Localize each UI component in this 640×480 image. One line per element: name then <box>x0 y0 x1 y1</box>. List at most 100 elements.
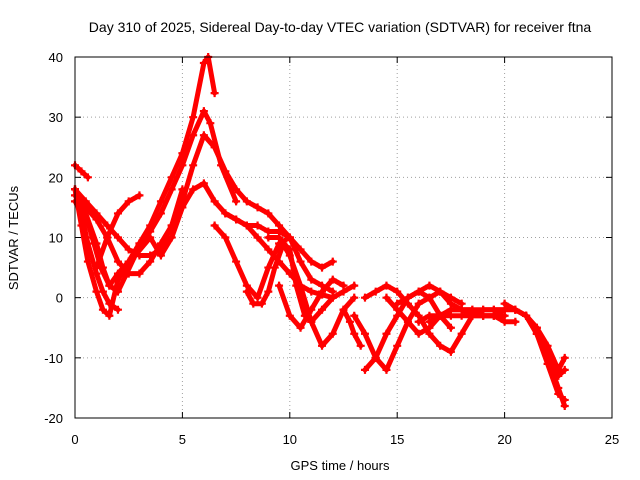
data-point <box>103 233 112 242</box>
data-point <box>345 317 354 326</box>
data-point <box>285 311 294 320</box>
data-point <box>532 329 541 338</box>
data-point <box>210 221 219 230</box>
data-point <box>178 185 187 194</box>
data-point <box>560 353 569 362</box>
data-point <box>77 167 86 176</box>
data-point <box>500 299 509 308</box>
data-point <box>403 293 412 302</box>
data-point <box>356 341 365 350</box>
data-point <box>328 329 337 338</box>
data-point <box>264 245 273 254</box>
data-point <box>318 287 327 296</box>
data-point <box>328 293 337 302</box>
data-point <box>307 257 316 266</box>
data-point <box>350 311 359 320</box>
data-point <box>371 287 380 296</box>
data-point <box>253 203 262 212</box>
data-point <box>113 257 122 266</box>
data-point <box>210 89 219 98</box>
data-point <box>189 131 198 140</box>
data-point <box>457 329 466 338</box>
series-pass-12 <box>264 233 359 350</box>
data-point <box>425 281 434 290</box>
series-pass-7 <box>92 191 144 272</box>
data-point <box>350 281 359 290</box>
data-point <box>146 251 155 260</box>
data-point <box>371 353 380 362</box>
data-point <box>135 251 144 260</box>
data-point <box>328 275 337 284</box>
data-point <box>98 287 107 296</box>
data-point <box>264 233 273 242</box>
data-point <box>554 365 563 374</box>
data-point <box>264 287 273 296</box>
series-pass-14 <box>339 305 365 350</box>
data-point <box>318 305 327 314</box>
data-point <box>113 209 122 218</box>
y-tick-label: -20 <box>44 411 63 426</box>
data-point <box>307 305 316 314</box>
data-point <box>436 287 445 296</box>
data-point <box>210 197 219 206</box>
data-point <box>328 257 337 266</box>
data-point <box>350 329 359 338</box>
data-point <box>189 161 198 170</box>
x-tick-label: 25 <box>605 432 619 447</box>
data-point <box>468 305 477 314</box>
y-tick-label: 40 <box>49 50 63 65</box>
x-tick-label: 15 <box>390 432 404 447</box>
data-point <box>339 305 348 314</box>
data-point <box>221 233 230 242</box>
data-point <box>360 293 369 302</box>
data-point <box>264 209 273 218</box>
data-point <box>296 323 305 332</box>
data-point <box>199 179 208 188</box>
data-point <box>105 311 114 320</box>
data-point <box>543 353 552 362</box>
x-tick-label: 10 <box>283 432 297 447</box>
data-point <box>189 185 198 194</box>
data-point <box>414 299 423 308</box>
data-point <box>156 245 165 254</box>
data-point <box>382 281 391 290</box>
data-point <box>242 197 251 206</box>
series-pass-2 <box>71 107 241 320</box>
data-point <box>253 233 262 242</box>
series-line <box>341 307 364 349</box>
data-point <box>511 317 520 326</box>
data-point <box>296 245 305 254</box>
data-point <box>285 233 294 242</box>
data-point <box>178 203 187 212</box>
data-point <box>360 365 369 374</box>
y-tick-label: -10 <box>44 351 63 366</box>
data-point <box>242 221 251 230</box>
data-point <box>489 311 498 320</box>
series-pass-24 <box>522 311 569 410</box>
data-point <box>296 281 305 290</box>
data-point <box>167 185 176 194</box>
data-point <box>446 305 455 314</box>
x-axis-label: GPS time / hours <box>291 458 390 473</box>
data-point <box>232 257 241 266</box>
data-point <box>122 269 131 278</box>
data-point <box>500 317 509 326</box>
data-point <box>199 131 208 140</box>
data-point <box>511 305 520 314</box>
grid <box>75 57 612 418</box>
data-point <box>113 233 122 242</box>
data-point <box>92 263 101 272</box>
data-point <box>318 341 327 350</box>
data-point <box>403 317 412 326</box>
data-point <box>105 281 114 290</box>
data-point <box>156 209 165 218</box>
data-point <box>113 305 122 314</box>
data-point <box>307 287 316 296</box>
data-point <box>522 311 531 320</box>
data-point <box>77 209 86 218</box>
data-point <box>105 299 114 308</box>
series-pass-10 <box>210 221 337 302</box>
data-point <box>167 221 176 230</box>
data-point <box>382 329 391 338</box>
